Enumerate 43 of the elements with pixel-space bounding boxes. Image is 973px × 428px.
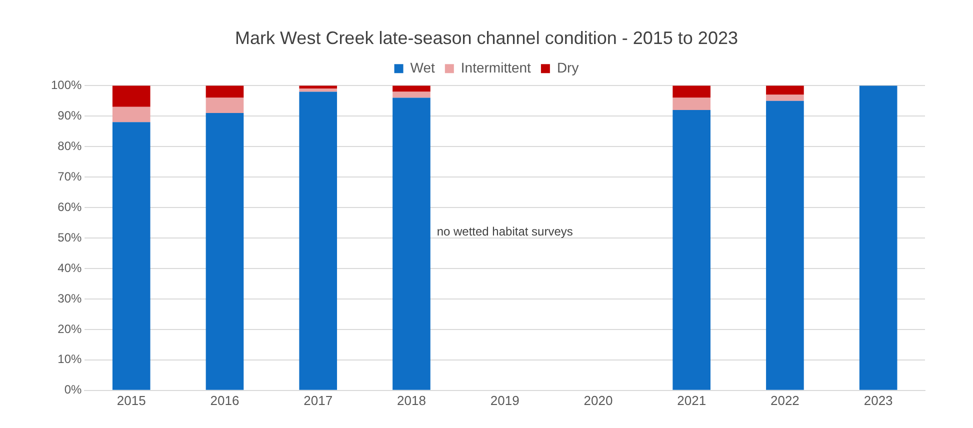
y-tick-label: 10% [58,352,82,366]
x-tick-label: 2021 [677,392,706,408]
bar [299,92,338,390]
x-tick-label: 2019 [490,392,520,408]
bar [672,86,710,98]
x-tick-label: 2017 [304,392,333,408]
y-tick-label: 20% [58,322,82,336]
x-tick-label: 2018 [397,392,426,408]
bar [766,94,804,101]
x-tick-label: 2022 [770,392,800,408]
bar [299,88,338,92]
chart-title: Mark West Creek late-season channel condition - 2015 to 2023 [235,28,738,48]
y-tick-label: 70% [58,169,82,184]
bar [392,92,430,98]
bar [766,100,804,390]
bar [672,110,710,390]
x-tick-label: 2020 [584,392,613,408]
y-tick-label: 100% [50,78,82,92]
bar [112,106,150,122]
y-tick-label: 40% [58,260,82,275]
y-tick-label: 90% [58,108,82,122]
x-tick-label: 2015 [116,392,146,408]
legend-label: Wet [410,59,436,76]
y-tick-label: 80% [58,138,82,153]
x-tick-label: 2016 [210,392,240,408]
x-tick-label: 2023 [864,392,893,408]
bar [392,86,430,92]
bar [672,98,710,110]
legend-label: Dry [556,59,579,76]
bar [766,86,804,95]
bar [206,86,244,98]
annotation: no wetted habitat surveys [436,224,573,238]
legend-label: Intermittent [460,59,532,76]
bar [112,86,150,107]
bar [112,122,150,390]
bar [859,86,898,390]
y-tick-label: 30% [58,291,82,306]
y-tick-label: 60% [58,200,82,214]
bar [392,98,430,390]
y-tick-label: 0% [64,382,82,397]
bar [206,113,244,390]
y-tick-label: 50% [58,230,82,244]
bar [206,98,244,114]
